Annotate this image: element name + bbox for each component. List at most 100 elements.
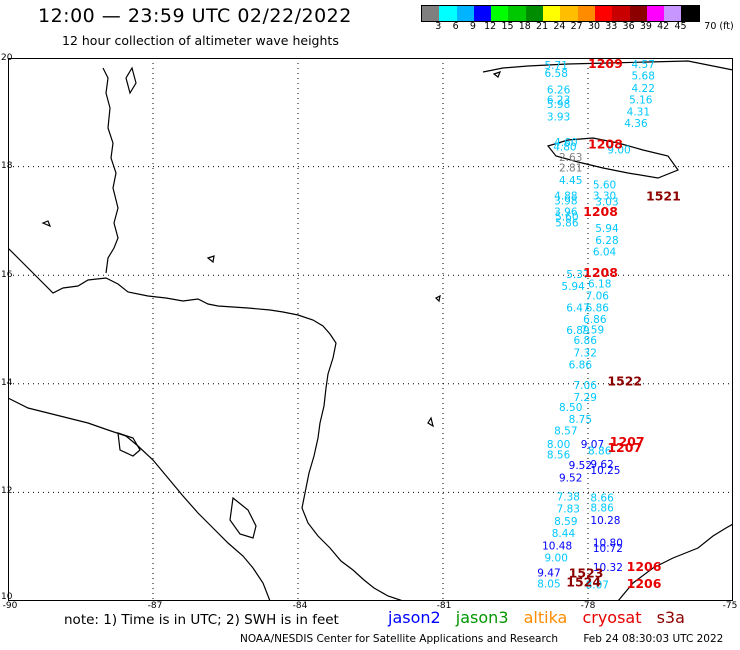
color-swatch-12: [629, 6, 647, 21]
wave-height-label: 6.28: [595, 235, 618, 247]
color-scale-label: 6: [452, 21, 459, 32]
wave-height-label: 9.00: [545, 552, 568, 564]
wave-height-labels: 5.716.58 6.266.235.983.93 4.575.684.225.16…: [537, 59, 655, 592]
legend-s3a: s3a: [656, 608, 685, 627]
wave-height-label: 8.86: [590, 502, 614, 514]
island-small-2: [206, 255, 215, 264]
wave-height-label: 6.89: [566, 325, 589, 337]
wave-height-label: 5.60: [593, 179, 616, 191]
color-swatch-2: [456, 6, 474, 21]
footer-credit: NOAA/NESDIS Center for Satellite Applica…: [240, 633, 723, 645]
wave-height-label: 8.07: [586, 580, 609, 592]
pass-time-label: 1522: [607, 373, 642, 388]
lat-lon-grid: [8, 58, 733, 601]
wave-height-label: 9.00: [607, 145, 630, 157]
wave-height-label: 5.71: [545, 60, 568, 72]
credit-timestamp: Feb 24 08:30:03 UTC 2022: [583, 633, 724, 645]
pass-time-label: 1208: [588, 137, 623, 152]
wave-height-label: 3.30: [593, 191, 616, 203]
wave-height-label: 7.83: [557, 503, 580, 515]
wave-height-label: 5.86: [555, 217, 579, 229]
wave-height-label: 8.56: [547, 450, 571, 462]
legend-jason3: jason3: [455, 608, 509, 627]
color-scale-labels: 3 6 9 12 15 18 21 24 27 30 33 36 39 42 45 70 (ft): [421, 21, 733, 35]
wave-height-label: 4.57: [632, 59, 655, 71]
lon-label-78: -78: [580, 601, 596, 611]
wave-height-label: 6.26: [547, 84, 571, 96]
coastline-gulf-nicoya: [229, 496, 257, 539]
legend-cryosat: cryosat: [582, 608, 642, 627]
island-small-3: [427, 416, 434, 428]
lat-label-14: 14: [1, 378, 13, 388]
satellite-legend: jason2 jason3 altika cryosat s3a: [388, 608, 695, 627]
island-small-5: [492, 71, 502, 78]
wave-height-label: 10.48: [542, 540, 572, 552]
wave-height-label: 8.66: [590, 493, 614, 505]
color-scale-label: 21: [536, 21, 549, 32]
wave-height-label: 9.47: [537, 568, 560, 580]
coastline-jamaica: [546, 137, 679, 179]
wave-height-label: 10.25: [590, 465, 620, 477]
wave-height-label: 8.59: [554, 516, 577, 528]
wave-height-label: 8.75: [569, 414, 592, 426]
wave-height-label: 4.36: [624, 118, 648, 130]
color-scale-label: 27: [570, 21, 583, 32]
wave-height-label: 5.37: [566, 269, 589, 281]
lat-label-12: 12: [1, 486, 13, 496]
pass-time-label: 1523: [569, 566, 604, 581]
legend-altika: altika: [523, 608, 568, 627]
wave-height-label: 6.86: [586, 303, 610, 315]
wave-height-label: 4.88: [554, 191, 577, 203]
wave-height-label: 4.22: [632, 83, 655, 95]
lon-label-75: -75: [722, 601, 738, 611]
lat-label-18: 18: [1, 161, 13, 171]
wave-height-label: 5.94: [561, 281, 585, 293]
coastline-yucatan-east: [102, 67, 119, 274]
color-swatch-3: [473, 6, 492, 21]
pass-time-label: 1208: [583, 204, 618, 219]
island-small-4: [434, 294, 441, 303]
wave-height-label: 10.32: [593, 562, 623, 574]
color-scale-label: 3: [435, 21, 442, 32]
legend-jason2: jason2: [388, 608, 441, 627]
coastline-cuba: [482, 60, 733, 73]
color-scale-label: 15: [501, 21, 514, 32]
wave-height-label: 4.80: [553, 141, 576, 153]
wave-height-label: 6.47: [566, 303, 589, 315]
pass-time-label: 1521: [646, 188, 681, 203]
coastline: [8, 60, 733, 601]
wave-height-label: 9.07: [581, 439, 604, 451]
color-swatch-5: [508, 6, 526, 21]
map-title: 12:00 — 23:59 UTC 02/22/2022: [38, 5, 352, 27]
wave-height-label: 6.58: [545, 68, 568, 80]
wave-height-label: 3.93: [547, 111, 570, 123]
wave-height-label: 5.60: [555, 211, 578, 223]
credit-text: NOAA/NESDIS Center for Satellite Applica…: [240, 633, 558, 645]
pass-time-label: 1207: [610, 434, 645, 449]
wave-height-label: 5.94: [595, 223, 619, 235]
color-swatch-15: [681, 6, 699, 21]
pass-time-label: 1206: [627, 576, 662, 591]
wave-height-label: 9.52: [559, 473, 582, 485]
lat-label-10: 10: [1, 592, 13, 602]
wave-height-label: 7.29: [574, 392, 597, 404]
island-cozumel: [125, 66, 137, 95]
coastline-colombia: [617, 523, 733, 601]
lon-label-81: -81: [436, 601, 452, 611]
wave-height-label: 4.60: [554, 137, 577, 149]
lat-label-16: 16: [1, 270, 13, 280]
wave-height-label: 10.80: [593, 538, 623, 550]
color-scale-label: 24: [553, 21, 566, 32]
color-scale-bar: [421, 5, 700, 22]
color-swatch-13: [646, 6, 665, 21]
wave-height-label: 10.72: [593, 543, 623, 555]
color-swatch-1: [439, 6, 457, 21]
wave-height-label: 8.50: [559, 402, 582, 414]
wave-height-label: 3.03: [595, 197, 618, 209]
wave-height-label: 4.31: [627, 107, 650, 119]
color-scale-label: 39: [639, 21, 652, 32]
wave-height-label: 5.98: [547, 99, 570, 111]
coastline-lake: [117, 432, 141, 457]
map-frame: [8, 58, 733, 601]
